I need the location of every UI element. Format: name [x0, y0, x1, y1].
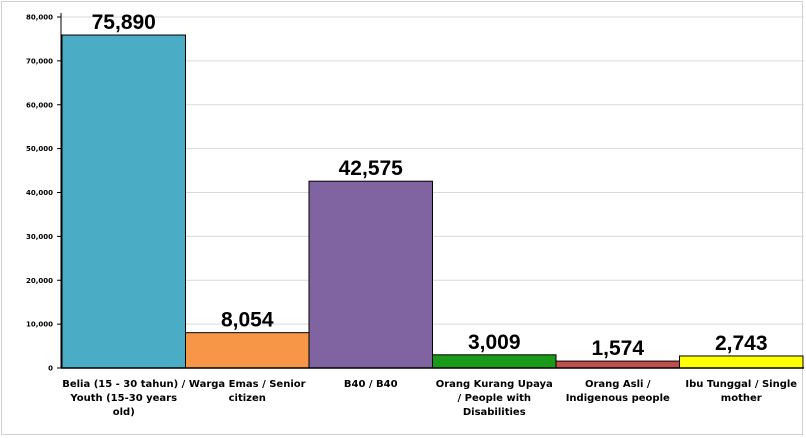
- x-tick-label: old): [113, 407, 135, 418]
- x-tick-label: Indigenous people: [566, 393, 670, 404]
- y-tick-label: 50,000: [26, 145, 53, 153]
- y-tick-label: 10,000: [26, 321, 53, 329]
- data-label: 3,009: [468, 331, 521, 354]
- y-tick-label: 0: [48, 365, 53, 373]
- data-label: 42,575: [339, 157, 404, 180]
- y-tick-label: 60,000: [26, 101, 53, 109]
- data-label: 75,890: [92, 11, 156, 34]
- x-tick-label: citizen: [229, 393, 266, 404]
- bar: [432, 354, 557, 369]
- y-tick-label: 20,000: [26, 277, 53, 285]
- x-tick-label: Orang Asli /: [585, 379, 651, 390]
- y-tick-label: 70,000: [26, 57, 53, 65]
- bar: [185, 332, 310, 369]
- bar: [555, 360, 680, 369]
- x-tick-label: Ibu Tunggal / Single: [685, 379, 797, 390]
- x-tick-label: Disabilities: [463, 407, 526, 418]
- data-label: 2,743: [715, 332, 768, 355]
- x-tick-label: / People with: [457, 393, 531, 404]
- x-tick-label: Belia (15 - 30 tahun) /: [62, 379, 185, 390]
- x-tick-label: B40 / B40: [344, 379, 398, 390]
- y-tick-label: 30,000: [26, 233, 53, 241]
- x-tick-label: Youth (15-30 years: [69, 393, 177, 404]
- y-tick-label: 80,000: [26, 14, 53, 22]
- data-label: 1,574: [591, 337, 644, 360]
- data-label: 8,054: [221, 309, 274, 332]
- x-tick-label: mother: [721, 393, 762, 404]
- x-tick-label: Warga Emas / Senior: [189, 379, 306, 390]
- bar: [308, 180, 433, 369]
- bar: [679, 355, 804, 369]
- y-tick-label: 40,000: [26, 189, 53, 197]
- x-tick-label: Orang Kurang Upaya: [436, 379, 553, 390]
- bar: [61, 34, 186, 369]
